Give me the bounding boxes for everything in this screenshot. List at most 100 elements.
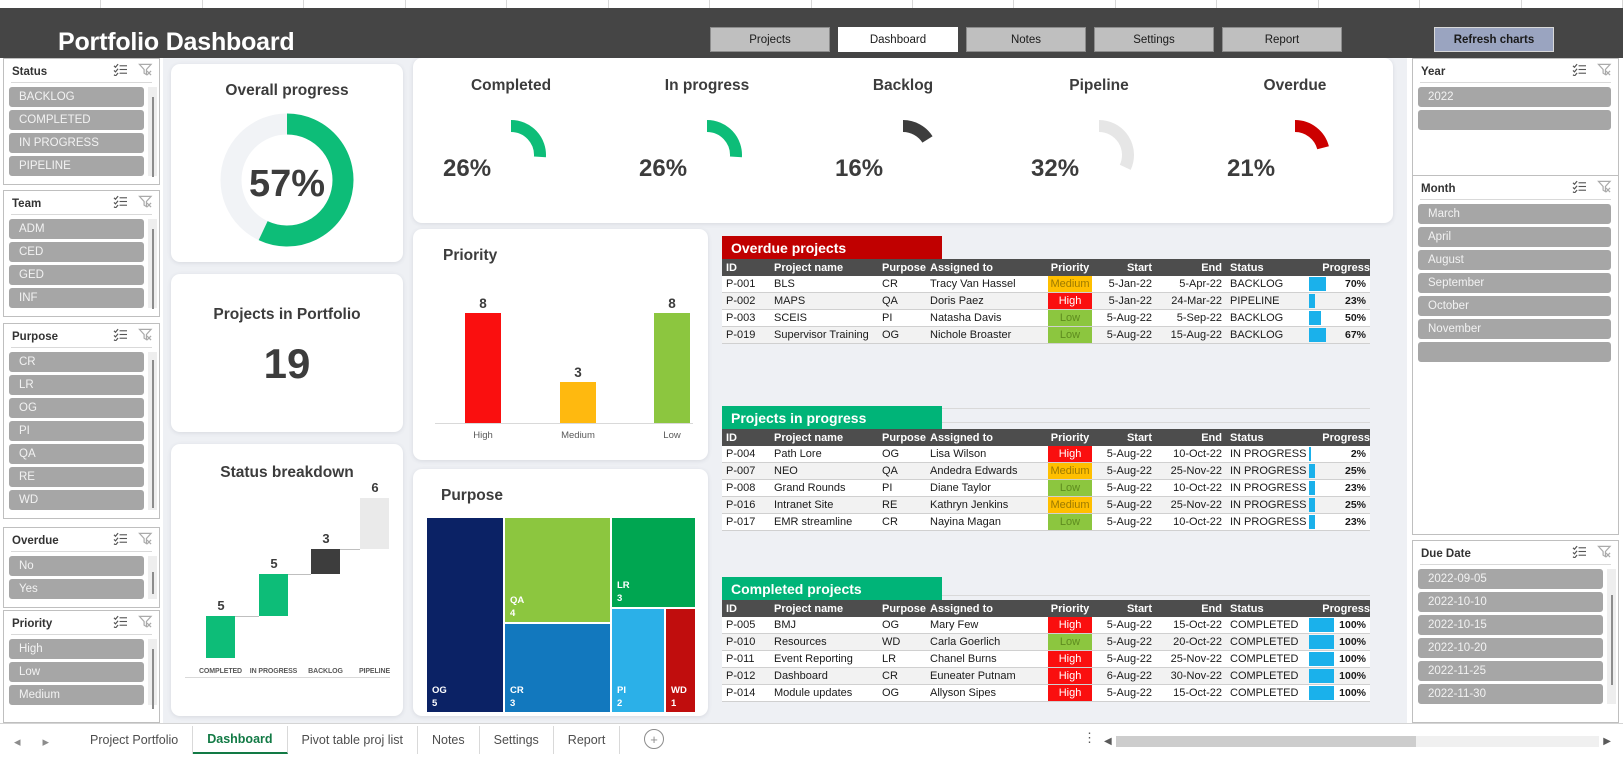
- scrollbar-track[interactable]: [1115, 736, 1600, 747]
- column-header-start[interactable]: Start: [1096, 259, 1156, 276]
- slicer-item[interactable]: Yes: [9, 579, 144, 599]
- column-header-start[interactable]: Start: [1096, 429, 1156, 446]
- table-row[interactable]: P-014 Module updates OG Allyson Sipes High 5-…: [722, 684, 1370, 702]
- column-header-assigned[interactable]: Assigned to: [926, 600, 1044, 617]
- slicer-item[interactable]: OG: [9, 398, 144, 418]
- column-header-status[interactable]: Status: [1226, 429, 1308, 446]
- slicer-item[interactable]: CED: [9, 242, 144, 262]
- slicer-scroll-thumb[interactable]: [152, 360, 154, 508]
- clear-filter-button[interactable]: [1597, 180, 1612, 193]
- table-row[interactable]: P-001 BLS CR Tracy Van Hassel Medium 5-Jan-22…: [722, 276, 1370, 293]
- table-row[interactable]: P-017 EMR streamline CR Nayina Magan Low 5-Au…: [722, 513, 1370, 531]
- clear-filter-button[interactable]: [138, 328, 153, 341]
- slicer-scrollbar[interactable]: [1607, 569, 1616, 704]
- clear-filter-button[interactable]: [1597, 545, 1612, 558]
- table-row[interactable]: P-012 Dashboard CR Euneater Putnam High 6-Aug…: [722, 667, 1370, 685]
- nav-tab-projects[interactable]: Projects: [710, 27, 830, 52]
- sheet-next-arrow[interactable]: ▸: [42, 734, 50, 749]
- multi-select-button[interactable]: [113, 63, 128, 76]
- slicer-item[interactable]: November: [1418, 319, 1611, 339]
- multi-select-button[interactable]: [1572, 180, 1587, 193]
- slicer-scroll-thumb[interactable]: [152, 649, 154, 709]
- column-header-end[interactable]: End: [1156, 429, 1226, 446]
- nav-tab-dashboard[interactable]: Dashboard: [838, 27, 958, 52]
- refresh-charts-button[interactable]: Refresh charts: [1434, 27, 1554, 52]
- slicer-item[interactable]: INF: [9, 288, 144, 308]
- sheet-tab-pivot-table-proj-list[interactable]: Pivot table proj list: [288, 726, 418, 754]
- slicer-scroll-thumb[interactable]: [1611, 595, 1613, 685]
- slicer-item[interactable]: 2022-10-20: [1418, 638, 1603, 658]
- sheet-prev-arrow[interactable]: ◂: [14, 734, 21, 749]
- slicer-item[interactable]: LR: [9, 375, 144, 395]
- slicer-item[interactable]: March: [1418, 204, 1611, 224]
- slicer-item[interactable]: High: [9, 639, 144, 659]
- slicer-item[interactable]: CR: [9, 352, 144, 372]
- column-header-end[interactable]: End: [1156, 259, 1226, 276]
- slicer-item[interactable]: April: [1418, 227, 1611, 247]
- clear-filter-button[interactable]: [1597, 63, 1612, 76]
- horizontal-scrollbar[interactable]: ◀ ▶: [1100, 735, 1615, 748]
- slicer-scrollbar[interactable]: [148, 352, 157, 510]
- slicer-scrollbar[interactable]: [148, 219, 157, 309]
- slicer-item[interactable]: PI: [9, 421, 144, 441]
- table-row[interactable]: P-010 Resources WD Carla Goerlich Low 5-Aug-2…: [722, 633, 1370, 651]
- column-header-priority[interactable]: Priority: [1044, 429, 1096, 446]
- column-header-status[interactable]: Status: [1226, 259, 1308, 276]
- column-header-purpose[interactable]: Purpose: [878, 600, 926, 617]
- slicer-item[interactable]: [1418, 342, 1611, 362]
- table-row[interactable]: P-007 NEO QA Andedra Edwards Medium 5-Aug-22 2…: [722, 462, 1370, 480]
- slicer-item[interactable]: GED: [9, 265, 144, 285]
- column-header-purpose[interactable]: Purpose: [878, 259, 926, 276]
- slicer-item[interactable]: COMPLETED: [9, 110, 144, 130]
- add-sheet-button[interactable]: +: [644, 729, 664, 749]
- table-row[interactable]: P-005 BMJ OG Mary Few High 5-Aug-22 15-Oct-22 C…: [722, 617, 1370, 634]
- column-header-end[interactable]: End: [1156, 600, 1226, 617]
- column-header-assigned[interactable]: Assigned to: [926, 259, 1044, 276]
- slicer-item[interactable]: QA: [9, 444, 144, 464]
- multi-select-button[interactable]: [1572, 545, 1587, 558]
- clear-filter-button[interactable]: [138, 63, 153, 76]
- slicer-item[interactable]: PIPELINE: [9, 156, 144, 176]
- nav-tab-report[interactable]: Report: [1222, 27, 1342, 52]
- scroll-right-icon[interactable]: ▶: [1603, 736, 1611, 747]
- multi-select-button[interactable]: [113, 195, 128, 208]
- column-header-name[interactable]: Project name: [770, 429, 878, 446]
- nav-tab-notes[interactable]: Notes: [966, 27, 1086, 52]
- slicer-item[interactable]: Medium: [9, 685, 144, 705]
- slicer-item[interactable]: BACKLOG: [9, 87, 144, 107]
- table-row[interactable]: P-002 MAPS QA Doris Paez High 5-Jan-22 24-Mar-…: [722, 292, 1370, 310]
- multi-select-button[interactable]: [113, 532, 128, 545]
- slicer-item[interactable]: 2022-09-05: [1418, 569, 1603, 589]
- sheet-tab-dashboard[interactable]: Dashboard: [193, 726, 288, 754]
- slicer-item[interactable]: IN PROGRESS: [9, 133, 144, 153]
- column-header-id[interactable]: ID: [722, 259, 770, 276]
- column-header-start[interactable]: Start: [1096, 600, 1156, 617]
- slicer-item[interactable]: September: [1418, 273, 1611, 293]
- slicer-item[interactable]: 2022-11-25: [1418, 661, 1603, 681]
- slicer-item[interactable]: 2022-11-30: [1418, 684, 1603, 704]
- column-header-purpose[interactable]: Purpose: [878, 429, 926, 446]
- sheet-tab-project-portfolio[interactable]: Project Portfolio: [76, 726, 194, 754]
- slicer-scrollbar[interactable]: [148, 639, 157, 709]
- table-row[interactable]: P-011 Event Reporting LR Chanel Burns High 5-…: [722, 650, 1370, 668]
- clear-filter-button[interactable]: [138, 615, 153, 628]
- scroll-left-icon[interactable]: ◀: [1104, 736, 1112, 747]
- column-header-name[interactable]: Project name: [770, 600, 878, 617]
- column-header-id[interactable]: ID: [722, 429, 770, 446]
- slicer-scroll-thumb[interactable]: [152, 229, 154, 309]
- scrollbar-thumb[interactable]: [1115, 736, 1416, 747]
- table-row[interactable]: P-008 Grand Rounds PI Diane Taylor Low 5-Aug-…: [722, 479, 1370, 497]
- multi-select-button[interactable]: [113, 328, 128, 341]
- slicer-item[interactable]: 2022: [1418, 87, 1611, 107]
- column-header-name[interactable]: Project name: [770, 259, 878, 276]
- slicer-item[interactable]: WD: [9, 490, 144, 510]
- slicer-item[interactable]: 2022-10-10: [1418, 592, 1603, 612]
- slicer-item[interactable]: October: [1418, 296, 1611, 316]
- column-header-assigned[interactable]: Assigned to: [926, 429, 1044, 446]
- column-header-priority[interactable]: Priority: [1044, 600, 1096, 617]
- slicer-item[interactable]: RE: [9, 467, 144, 487]
- sheet-tab-notes[interactable]: Notes: [418, 726, 480, 754]
- slicer-item[interactable]: [1418, 110, 1611, 130]
- column-header-progress[interactable]: Progress: [1308, 259, 1370, 276]
- clear-filter-button[interactable]: [138, 532, 153, 545]
